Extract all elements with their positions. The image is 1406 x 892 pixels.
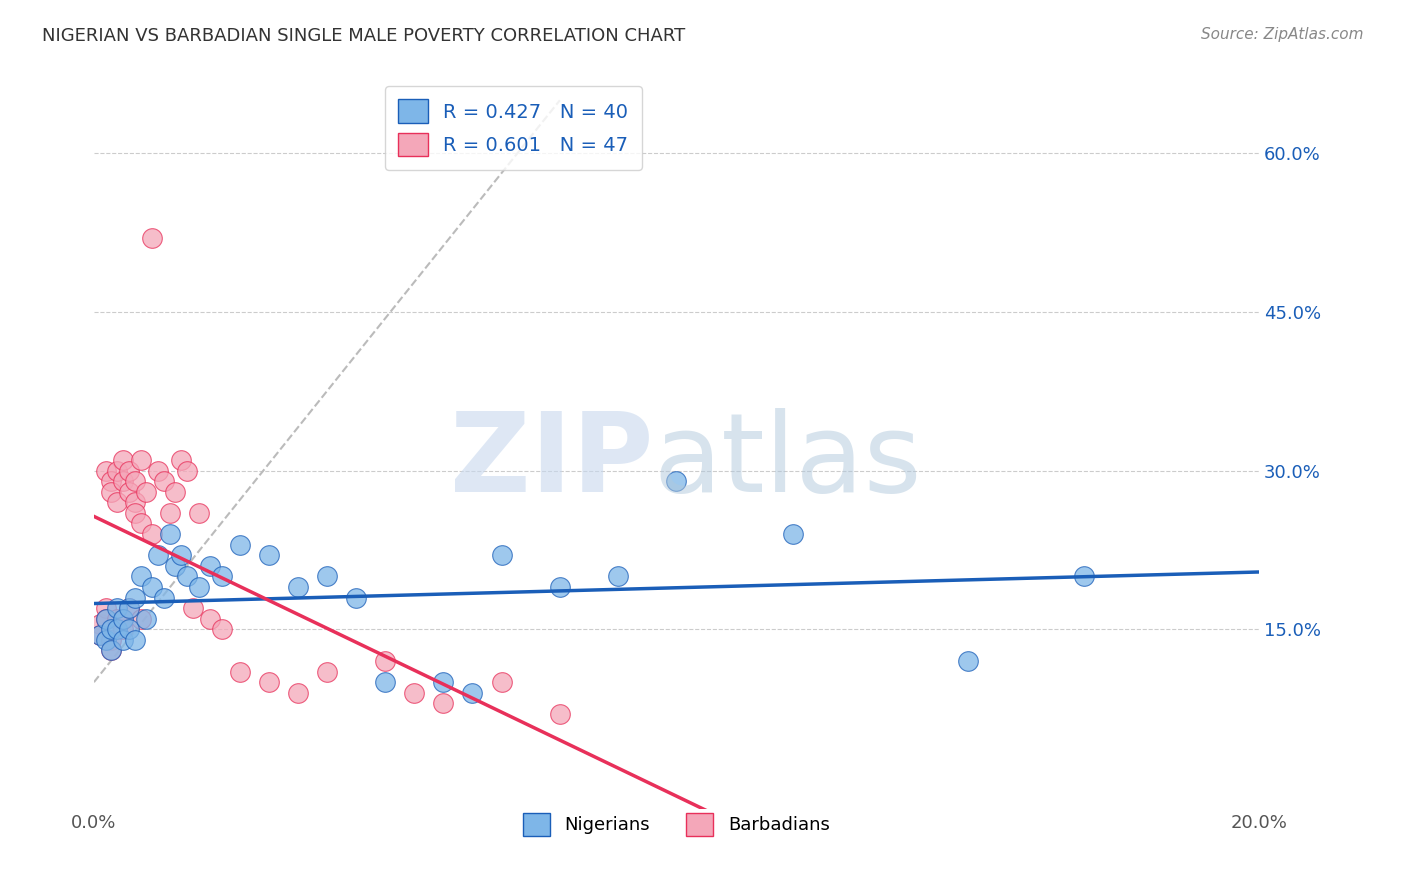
Point bbox=[165, 484, 187, 499]
Point bbox=[374, 654, 396, 668]
Point bbox=[287, 686, 309, 700]
Point bbox=[100, 622, 122, 636]
Point bbox=[135, 612, 157, 626]
Point bbox=[607, 569, 630, 583]
Point bbox=[665, 474, 688, 488]
Point bbox=[181, 601, 204, 615]
Point bbox=[100, 643, 122, 657]
Point bbox=[100, 632, 122, 647]
Point bbox=[105, 464, 128, 478]
Point bbox=[118, 464, 141, 478]
Point bbox=[129, 569, 152, 583]
Point bbox=[170, 453, 193, 467]
Point bbox=[112, 474, 135, 488]
Text: Source: ZipAtlas.com: Source: ZipAtlas.com bbox=[1201, 27, 1364, 42]
Point bbox=[211, 569, 233, 583]
Point bbox=[141, 527, 163, 541]
Point bbox=[118, 601, 141, 615]
Point bbox=[548, 580, 571, 594]
Point bbox=[118, 484, 141, 499]
Point bbox=[124, 495, 146, 509]
Point bbox=[1073, 569, 1095, 583]
Point bbox=[118, 601, 141, 615]
Point bbox=[165, 558, 187, 573]
Point bbox=[257, 675, 280, 690]
Point bbox=[141, 580, 163, 594]
Point bbox=[461, 686, 484, 700]
Point bbox=[146, 548, 169, 562]
Text: NIGERIAN VS BARBADIAN SINGLE MALE POVERTY CORRELATION CHART: NIGERIAN VS BARBADIAN SINGLE MALE POVERT… bbox=[42, 27, 686, 45]
Point bbox=[200, 558, 222, 573]
Point bbox=[315, 665, 337, 679]
Point bbox=[89, 627, 111, 641]
Point bbox=[129, 516, 152, 531]
Point bbox=[315, 569, 337, 583]
Point bbox=[94, 612, 117, 626]
Point bbox=[141, 231, 163, 245]
Text: atlas: atlas bbox=[652, 408, 921, 515]
Point bbox=[100, 643, 122, 657]
Point bbox=[344, 591, 367, 605]
Point bbox=[153, 474, 176, 488]
Point bbox=[105, 612, 128, 626]
Point bbox=[170, 548, 193, 562]
Point bbox=[153, 591, 176, 605]
Point bbox=[124, 632, 146, 647]
Point bbox=[105, 495, 128, 509]
Point bbox=[211, 622, 233, 636]
Point bbox=[89, 627, 111, 641]
Point bbox=[100, 484, 122, 499]
Point bbox=[491, 548, 513, 562]
Point bbox=[94, 464, 117, 478]
Legend: Nigerians, Barbadians: Nigerians, Barbadians bbox=[515, 805, 839, 845]
Point bbox=[228, 665, 250, 679]
Point bbox=[105, 622, 128, 636]
Point bbox=[374, 675, 396, 690]
Point bbox=[124, 506, 146, 520]
Point bbox=[404, 686, 426, 700]
Point bbox=[187, 580, 209, 594]
Point bbox=[187, 506, 209, 520]
Point bbox=[491, 675, 513, 690]
Point bbox=[176, 569, 198, 583]
Point bbox=[124, 474, 146, 488]
Point bbox=[124, 591, 146, 605]
Point bbox=[94, 612, 117, 626]
Point bbox=[112, 632, 135, 647]
Point bbox=[94, 601, 117, 615]
Point bbox=[782, 527, 804, 541]
Point bbox=[176, 464, 198, 478]
Point bbox=[287, 580, 309, 594]
Point bbox=[112, 612, 135, 626]
Point bbox=[432, 696, 454, 710]
Point bbox=[228, 538, 250, 552]
Point bbox=[129, 612, 152, 626]
Point bbox=[548, 706, 571, 721]
Text: ZIP: ZIP bbox=[450, 408, 652, 515]
Point bbox=[146, 464, 169, 478]
Point bbox=[257, 548, 280, 562]
Point bbox=[118, 622, 141, 636]
Point bbox=[89, 617, 111, 632]
Point bbox=[105, 601, 128, 615]
Point bbox=[100, 474, 122, 488]
Point bbox=[112, 612, 135, 626]
Point bbox=[112, 453, 135, 467]
Point bbox=[94, 632, 117, 647]
Point bbox=[112, 622, 135, 636]
Point bbox=[200, 612, 222, 626]
Point bbox=[135, 484, 157, 499]
Point bbox=[129, 453, 152, 467]
Point bbox=[432, 675, 454, 690]
Point bbox=[956, 654, 979, 668]
Point bbox=[159, 506, 181, 520]
Point bbox=[159, 527, 181, 541]
